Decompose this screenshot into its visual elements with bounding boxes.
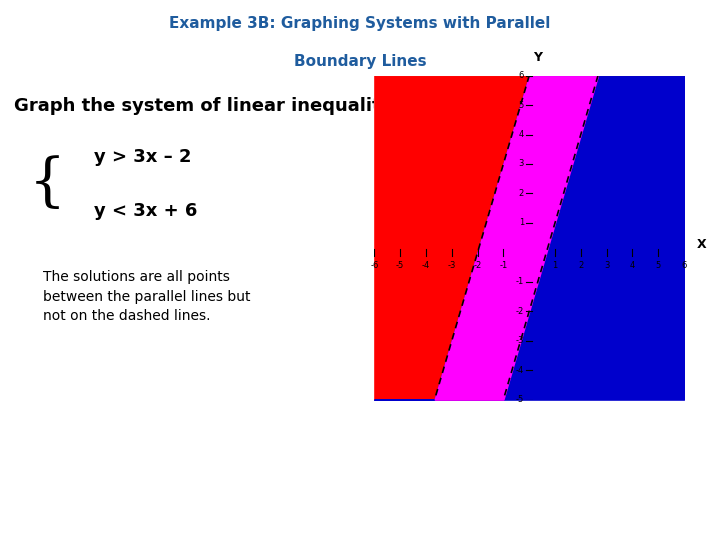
Text: -6: -6 (370, 261, 379, 270)
Text: The solutions are all points
between the parallel lines but
not on the dashed li: The solutions are all points between the… (43, 270, 251, 323)
Text: 5: 5 (656, 261, 661, 270)
Text: -1: -1 (516, 277, 524, 286)
Text: Example 3B: Graphing Systems with Parallel: Example 3B: Graphing Systems with Parall… (169, 16, 551, 31)
Text: 5: 5 (519, 100, 524, 110)
Text: y < 3x + 6: y < 3x + 6 (94, 201, 197, 220)
Text: Graph the system of linear inequalities.: Graph the system of linear inequalities. (14, 97, 417, 115)
Text: 3: 3 (604, 261, 609, 270)
Text: -4: -4 (516, 366, 524, 375)
Text: -2: -2 (474, 261, 482, 270)
Text: 1: 1 (552, 261, 557, 270)
Text: y > 3x – 2: y > 3x – 2 (94, 147, 191, 166)
Text: -1: -1 (499, 261, 508, 270)
Text: 4: 4 (519, 130, 524, 139)
Text: 2: 2 (519, 189, 524, 198)
Text: {: { (29, 156, 66, 212)
Text: 6: 6 (681, 261, 687, 270)
Text: Boundary Lines: Boundary Lines (294, 54, 426, 69)
Text: -3: -3 (448, 261, 456, 270)
Text: X: X (697, 239, 706, 252)
Text: -5: -5 (396, 261, 405, 270)
Text: Y: Y (533, 51, 542, 64)
Text: -3: -3 (516, 336, 524, 345)
Text: -4: -4 (422, 261, 430, 270)
Text: -5: -5 (516, 395, 524, 404)
Text: 3: 3 (518, 159, 524, 168)
Text: 1: 1 (519, 218, 524, 227)
Text: -2: -2 (516, 307, 524, 316)
Text: 6: 6 (518, 71, 524, 80)
Text: 2: 2 (578, 261, 583, 270)
Text: 4: 4 (630, 261, 635, 270)
